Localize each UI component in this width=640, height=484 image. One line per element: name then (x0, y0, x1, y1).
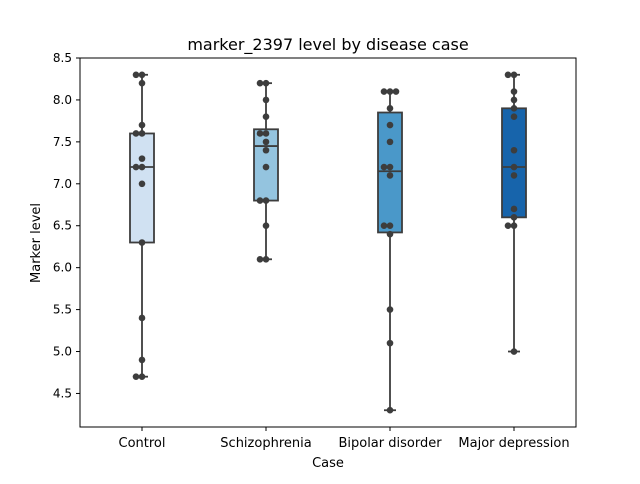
data-point (386, 306, 394, 313)
data-point (510, 214, 518, 221)
y-tick-label: 7.0 (53, 177, 72, 191)
box (501, 107, 527, 219)
data-point (256, 197, 264, 204)
data-point (510, 113, 518, 121)
data-point (510, 163, 518, 171)
data-point (138, 356, 146, 364)
data-point (386, 105, 394, 112)
data-point (380, 88, 388, 95)
data-point (386, 222, 394, 230)
data-point (132, 163, 140, 171)
data-point (510, 222, 518, 230)
y-axis-label: Marker level (29, 203, 44, 283)
data-point (504, 222, 512, 230)
data-point (132, 373, 140, 380)
x-tick-label: Schizophrenia (220, 436, 311, 451)
data-point (510, 96, 518, 104)
y-tick-label: 4.5 (53, 386, 72, 400)
y-tick-label: 8.5 (53, 51, 72, 65)
data-point (392, 88, 400, 95)
chart-title: marker_2397 level by disease case (187, 35, 468, 55)
data-point (262, 138, 270, 146)
data-point (138, 314, 146, 322)
data-point (132, 71, 140, 79)
x-axis-label: Case (312, 456, 344, 471)
data-point (256, 255, 264, 263)
x-tick-label: Major depression (458, 436, 569, 451)
data-point (510, 71, 518, 79)
data-point (510, 172, 518, 179)
data-point (504, 71, 512, 79)
data-point (510, 205, 518, 213)
x-tick-label: Bipolar disorder (338, 436, 442, 451)
axes-frame (79, 57, 577, 428)
data-point (386, 172, 394, 179)
data-point (262, 79, 270, 87)
data-point (262, 96, 270, 104)
data-point (138, 163, 146, 171)
data-point (138, 79, 146, 87)
plot-area: 4.5 5.0 5.5 6.0 6.5 7.0 7.5 8.0 8.5 Control Schizo… (53, 51, 577, 451)
data-point (256, 79, 264, 87)
y-tick-label: 6.0 (53, 261, 72, 275)
data-point (262, 255, 270, 263)
data-point (262, 113, 270, 121)
data-point (380, 222, 388, 230)
data-point (386, 163, 394, 171)
data-point (262, 163, 270, 171)
data-point (262, 197, 270, 204)
data-point (138, 155, 146, 162)
data-point (138, 71, 146, 79)
y-tick-label: 6.5 (53, 219, 72, 233)
data-point (510, 88, 518, 95)
y-tick-label: 8.0 (53, 93, 72, 107)
x-tick-label: Control (119, 436, 166, 451)
data-point (386, 406, 394, 414)
data-point (380, 163, 388, 171)
data-point (510, 146, 518, 154)
y-tick-label: 7.5 (53, 135, 72, 149)
data-point (386, 121, 394, 129)
data-point (138, 180, 146, 188)
data-point (138, 373, 146, 380)
data-point (510, 105, 518, 112)
data-point (138, 239, 146, 246)
data-point (386, 88, 394, 95)
data-point (132, 130, 140, 137)
data-point (386, 138, 394, 146)
data-point (262, 222, 270, 230)
y-tick-label: 5.0 (53, 345, 72, 359)
data-point (138, 121, 146, 129)
data-point (386, 339, 394, 347)
data-point (386, 230, 394, 238)
data-point (256, 130, 264, 137)
data-point (510, 348, 518, 355)
y-tick-label: 5.5 (53, 303, 72, 317)
box (129, 132, 155, 244)
data-point (138, 130, 146, 137)
data-point (262, 146, 270, 154)
data-point (262, 130, 270, 137)
